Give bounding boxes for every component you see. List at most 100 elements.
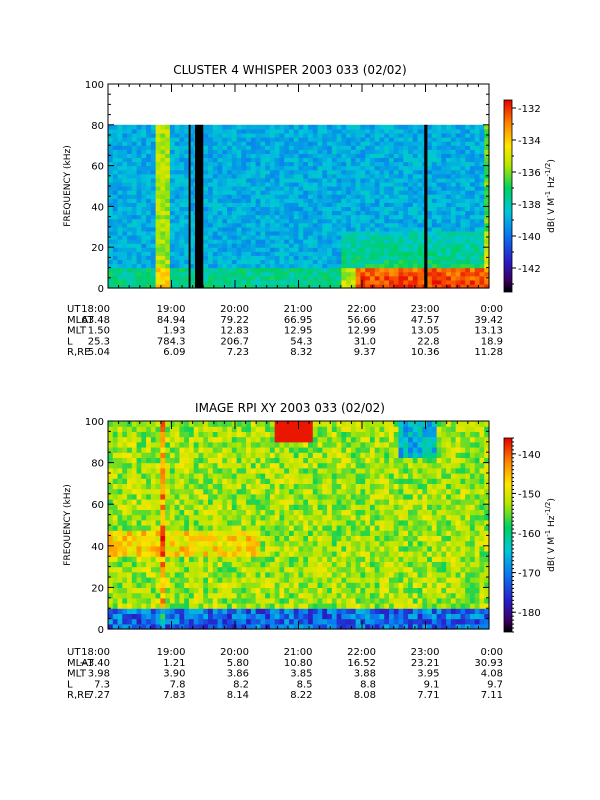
ephemeris-value: 3.86: [227, 669, 249, 680]
colorbar-tick-label: -140: [518, 232, 541, 243]
ephemeris-value: 12.83: [220, 326, 249, 337]
ephemeris-value: 13.05: [411, 326, 440, 337]
ephemeris-value: 11.28: [474, 347, 503, 358]
x-tick-label: 20:00: [220, 647, 249, 658]
ephemeris-value: 16.52: [347, 658, 376, 669]
y-tick-label: 20: [91, 583, 104, 594]
ephemeris-value: 9.1: [424, 679, 440, 690]
y-tick-label: 40: [91, 542, 104, 553]
data-gap: [424, 124, 428, 288]
ephemeris-value: 66.95: [284, 315, 313, 326]
y-tick-label: 40: [91, 202, 104, 213]
colorbar-tick-label: -140: [518, 450, 541, 461]
ephemeris-value: 5.80: [227, 658, 249, 669]
x-axis: [107, 421, 490, 629]
x-tick-label: 0:00: [481, 304, 503, 315]
ephemeris-value: 7.83: [163, 690, 185, 701]
spectrogram-image: [108, 124, 490, 289]
y-axis: 0 20 40 60 80 100 FREQUENCY (kHz): [63, 80, 489, 295]
ephemeris-value: 79.22: [220, 315, 249, 326]
ephemeris-value: 8.2: [233, 679, 249, 690]
colorbar-label-part: dB( V M: [547, 537, 557, 572]
ephemeris-value: 6.09: [163, 347, 185, 358]
y-tick-label: 100: [85, 417, 104, 428]
colorbar-label-part: Hz: [547, 515, 557, 530]
colorbar-label-part: -1/2: [544, 502, 552, 516]
y-axis: 0 20 40 60 80 100 FREQUENCY (kHz): [63, 417, 489, 636]
ephemeris-value: 1.21: [163, 658, 185, 669]
ephemeris-value: 13.13: [474, 326, 503, 337]
ephemeris-value: 39.42: [474, 315, 503, 326]
colorbar-label: dB( V M-1 Hz-1/2): [544, 159, 557, 233]
ephemeris-value: 9.7: [487, 679, 503, 690]
colorbar-label-part: -1/2: [544, 163, 552, 177]
colorbar-tick-label: -150: [518, 489, 541, 500]
x-axis: [107, 84, 490, 288]
colorbar-label: dB( V M-1 Hz-1/2): [544, 498, 557, 572]
colorbar-label-part: ): [547, 159, 557, 163]
ephemeris-value: 8.32: [290, 347, 312, 358]
ephemeris-value: 8.22: [290, 690, 312, 701]
data-gap: [194, 124, 204, 288]
colorbar: -132 -134 -136 -138 -140 -142 dB( V M-1 Hz-1/2…: [503, 99, 557, 293]
ephemeris-value: 12.95: [284, 326, 313, 337]
x-tick-label: 21:00: [284, 647, 313, 658]
ephemeris-value: 784.3: [157, 336, 186, 347]
x-tick-label: 23:00: [411, 647, 440, 658]
ephemeris-value: 3.98: [88, 669, 110, 680]
ephemeris-value: 23.21: [411, 658, 440, 669]
x-tick-label: 23:00: [411, 304, 440, 315]
chart-title: CLUSTER 4 WHISPER 2003 033 (02/02): [173, 63, 406, 77]
colorbar-label-part: dB( V M: [547, 198, 557, 233]
ephemeris-row-label: UT: [67, 304, 81, 315]
ephemeris-value: 8.5: [297, 679, 313, 690]
ephemeris-value: −3.40: [79, 658, 110, 669]
ephemeris-row-label: MLT: [67, 669, 87, 680]
x-tick-label: 0:00: [481, 647, 503, 658]
ephemeris-value: 31.0: [354, 336, 376, 347]
colorbar-tick-label: -142: [518, 264, 541, 275]
ephemeris-value: 12.99: [347, 326, 376, 337]
ephemeris-value: 9.37: [354, 347, 376, 358]
colorbar-tick-label: -134: [518, 136, 541, 147]
ephemeris-value: 7.23: [227, 347, 249, 358]
ephemeris-value: 10.80: [284, 658, 313, 669]
y-tick-label: 80: [91, 459, 104, 470]
ephemeris-value: 7.71: [417, 690, 439, 701]
y-tick-label: 80: [91, 121, 104, 132]
colorbar-label-part: -1: [544, 191, 552, 198]
ephemeris-row-label: MLAT: [67, 315, 94, 326]
ephemeris-row-label: UT: [67, 647, 81, 658]
x-tick-label: 18:00: [81, 304, 110, 315]
x-tick-label: 19:00: [157, 647, 186, 658]
ephemeris-value: 3.95: [417, 669, 439, 680]
ephemeris-value: 10.36: [411, 347, 440, 358]
y-tick-label: 0: [98, 284, 104, 295]
ephemeris-value: 3.90: [163, 669, 185, 680]
colorbar-label-part: -1: [544, 530, 552, 537]
ephemeris-value: 206.7: [220, 336, 249, 347]
ephemeris-value: 7.11: [481, 690, 503, 701]
colorbar-label-part: Hz: [547, 176, 557, 191]
ephemeris-value: 22.8: [417, 336, 439, 347]
ephemeris-value: 8.8: [360, 679, 376, 690]
ephemeris-value: 8.08: [354, 690, 376, 701]
ephemeris-value: 7.3: [94, 679, 110, 690]
colorbar-tick-label: -132: [518, 104, 541, 115]
data-gap: [188, 124, 191, 288]
cluster-whisper-panel: CLUSTER 4 WHISPER 2003 033 (02/02) 0 20 40 6…: [63, 63, 557, 358]
ephemeris-value: 5.04: [88, 347, 110, 358]
ephemeris-value: 8.14: [227, 690, 249, 701]
x-tick-label: 19:00: [157, 304, 186, 315]
colorbar-tick-label: -136: [518, 168, 541, 179]
y-tick-label: 60: [91, 500, 104, 511]
spectrogram-image: [108, 421, 490, 630]
ephemeris-row-label: R,RE: [67, 690, 90, 701]
y-tick-label: 0: [98, 625, 104, 636]
chart-title: IMAGE RPI XY 2003 033 (02/02): [195, 401, 385, 415]
ephemeris-value: 30.93: [474, 658, 503, 669]
ephemeris-value: 25.3: [88, 336, 110, 347]
